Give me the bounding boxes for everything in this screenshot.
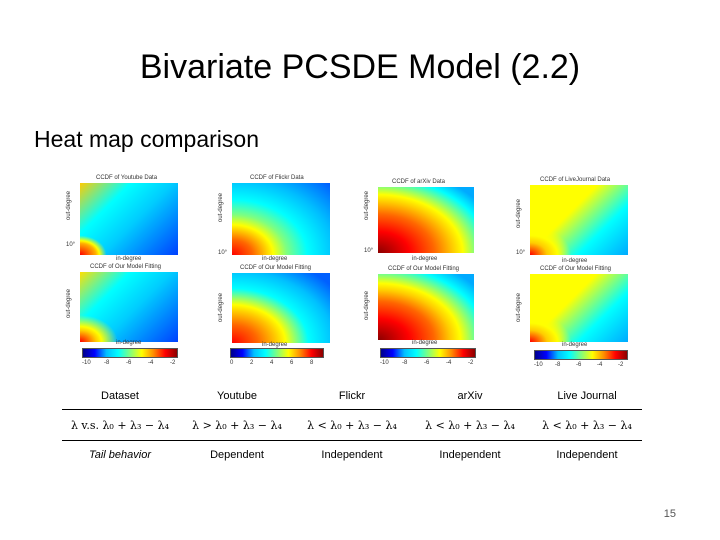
header-arxiv: arXiv [408, 383, 532, 410]
youtube-top-tick: 10° [66, 242, 76, 248]
lj-top-ylabel: out-degree [516, 198, 522, 228]
formula-arxiv: λ < λ₀ + λ₃ − λ₄ [408, 409, 532, 441]
flickr-data-heatmap [232, 183, 330, 255]
youtube-top-xlabel: in-degree [116, 256, 142, 262]
arxiv-data-heatmap [378, 187, 474, 253]
youtube-top-title: CCDF of Youtube Data [96, 175, 158, 181]
arxiv-bottom-title: CCDF of Our Model Fitting [388, 266, 460, 272]
youtube-data-heatmap [80, 183, 178, 255]
arxiv-top-title: CCDF of arXiv Data [392, 179, 446, 185]
formula-flickr: λ < λ₀ + λ₃ − λ₄ [296, 409, 408, 441]
arxiv-colorbar [380, 348, 476, 358]
header-dataset: Dataset [62, 383, 178, 410]
youtube-bottom-ylabel: out-degree [66, 288, 72, 318]
lj-bottom-ylabel: out-degree [516, 292, 522, 322]
flickr-top-xlabel: in-degree [262, 256, 288, 262]
page-number: 15 [663, 508, 676, 520]
formula-youtube: λ > λ₀ + λ₃ − λ₄ [178, 409, 296, 441]
slide-title: Bivariate PCSDE Model (2.2) [139, 48, 581, 86]
lj-colorbar [534, 350, 628, 360]
flickr-colorbar [230, 348, 324, 358]
table-header-row: Dataset Youtube Flickr arXiv Live Journa… [62, 383, 642, 410]
table-behavior-row: Tail behavior Dependent Independent Inde… [62, 441, 642, 469]
lj-bottom-xlabel: in-degree [562, 342, 588, 348]
slide-subtitle: Heat map comparison [34, 126, 259, 152]
lj-top-title: CCDF of LiveJournal Data [540, 177, 611, 183]
formula-label: λ v.s. λ₀ + λ₃ − λ₄ [62, 409, 178, 441]
arxiv-top-tick: 10° [364, 248, 374, 254]
behavior-arxiv: Independent [439, 448, 501, 461]
flickr-bottom-xlabel: in-degree [262, 342, 288, 348]
youtube-bottom-title: CCDF of Our Model Fitting [90, 264, 162, 270]
arxiv-top-ylabel: out-degree [364, 190, 370, 220]
youtube-top-ylabel: out-degree [66, 190, 72, 220]
lj-top-xlabel: in-degree [562, 258, 588, 264]
header-flickr: Flickr [296, 383, 408, 410]
flickr-bottom-title: CCDF of Our Model Fitting [240, 265, 312, 271]
header-livejournal: Live Journal [532, 383, 642, 410]
behavior-youtube: Dependent [210, 448, 264, 461]
lj-model-heatmap [530, 274, 628, 342]
youtube-colorbar [82, 348, 178, 358]
flickr-model-heatmap [232, 273, 330, 343]
lj-bottom-title: CCDF of Our Model Fitting [540, 266, 612, 272]
behavior-label: Tail behavior [89, 448, 151, 461]
flickr-top-ylabel: out-degree [218, 192, 224, 222]
lj-data-heatmap [530, 185, 628, 255]
arxiv-top-xlabel: in-degree [412, 256, 438, 262]
formula-livejournal: λ < λ₀ + λ₃ − λ₄ [532, 409, 642, 441]
table-formula-row: λ v.s. λ₀ + λ₃ − λ₄ λ > λ₀ + λ₃ − λ₄ λ <… [62, 409, 642, 441]
arxiv-model-heatmap [378, 274, 474, 340]
flickr-top-title: CCDF of Flickr Data [250, 175, 304, 181]
youtube-bottom-xlabel: in-degree [116, 340, 142, 346]
arxiv-bottom-xlabel: in-degree [412, 340, 438, 346]
lj-top-tick: 10° [516, 250, 526, 256]
youtube-model-heatmap [80, 272, 178, 342]
behavior-flickr: Independent [321, 448, 383, 461]
behavior-livejournal: Independent [556, 448, 618, 461]
comparison-table: Dataset Youtube Flickr arXiv Live Journa… [62, 383, 642, 468]
flickr-top-tick: 10° [218, 250, 228, 256]
arxiv-bottom-ylabel: out-degree [364, 290, 370, 320]
header-youtube: Youtube [178, 383, 296, 410]
flickr-bottom-ylabel: out-degree [218, 292, 224, 322]
